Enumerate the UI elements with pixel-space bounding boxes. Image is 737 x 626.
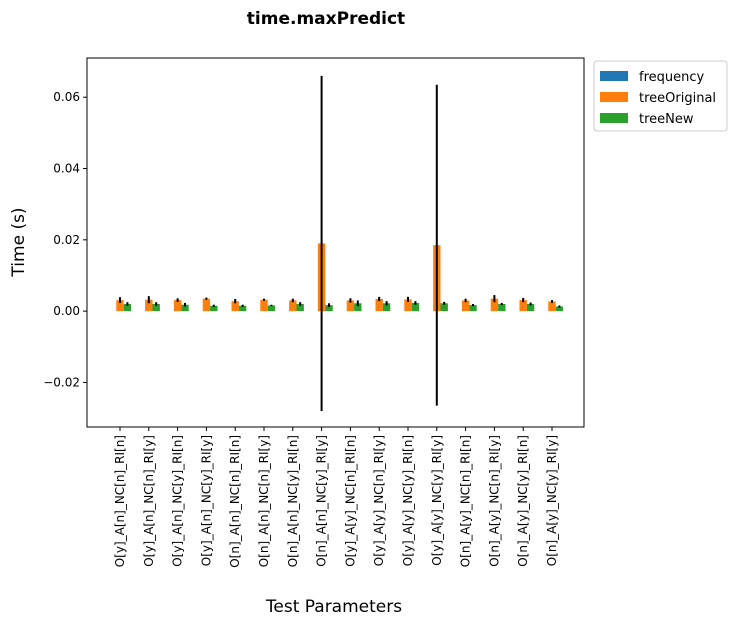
y-tick-label: −0.02 xyxy=(43,375,80,389)
bar-treeNew xyxy=(267,305,276,312)
bar-treeOriginal xyxy=(375,299,383,312)
bar-treeOriginal xyxy=(490,298,499,312)
x-tick-label: O[n]_A[y]_NC[y]_RI[y] xyxy=(545,435,559,566)
legend-label-treeNew: treeNew xyxy=(639,112,694,127)
bar-treeNew xyxy=(354,303,362,312)
x-tick-label: O[n]_A[n]_NC[n]_RI[n] xyxy=(228,435,242,568)
bar-treeNew xyxy=(296,304,304,312)
bar-treeOriginal xyxy=(289,300,297,312)
bar-treeOriginal xyxy=(202,298,211,312)
x-tick-label: O[y]_A[y]_NC[y]_RI[n] xyxy=(401,435,415,566)
legend-swatch-treeNew xyxy=(600,113,628,123)
y-tick-label: 0.06 xyxy=(53,90,80,104)
bar-treeNew xyxy=(152,304,160,312)
x-tick-label: O[n]_A[y]_NC[y]_RI[n] xyxy=(516,435,530,567)
x-tick-label: O[y]_A[n]_NC[y]_RI[n] xyxy=(171,435,185,567)
bar-treeNew xyxy=(382,303,391,312)
legend-swatch-treeOriginal xyxy=(600,92,628,102)
bar-treeNew xyxy=(123,304,132,312)
x-tick-label: O[n]_A[n]_NC[y]_RI[n] xyxy=(286,435,300,567)
bar-treeOriginal xyxy=(145,299,153,312)
y-axis-label: Time (s) xyxy=(9,207,29,277)
bar-treeOriginal xyxy=(519,300,527,312)
bar-treeOriginal xyxy=(346,300,355,312)
x-tick-label: O[y]_A[n]_NC[n]_RI[n] xyxy=(113,435,127,567)
bar-treeOriginal xyxy=(116,300,124,312)
x-tick-label: O[n]_A[n]_NC[y]_RI[y] xyxy=(315,435,329,567)
x-tick-label: O[y]_A[n]_NC[y]_RI[y] xyxy=(199,435,213,566)
bar-treeNew xyxy=(210,305,218,312)
bar-treeNew xyxy=(181,304,189,312)
plot-area: −0.02 0.00 0.02 0.04 0.06 O[y]_A[n]_NC[n]_RI[… xyxy=(43,57,585,568)
legend-label-treeOriginal: treeOriginal xyxy=(639,91,716,106)
bar-treeOriginal xyxy=(404,299,412,312)
bar-treeNew xyxy=(411,302,420,312)
bar-treeNew xyxy=(440,303,448,312)
bar-treeNew xyxy=(555,306,564,312)
y-tick-label: 0.00 xyxy=(53,304,80,318)
y-tick-label: 0.02 xyxy=(53,233,80,247)
bar-treeNew xyxy=(325,305,333,312)
x-tick-label: O[y]_A[y]_NC[n]_RI[y] xyxy=(372,435,386,566)
x-tick-label: O[n]_A[y]_NC[n]_RI[y] xyxy=(487,435,501,567)
bar-treeNew xyxy=(238,305,247,312)
x-tick-label: O[y]_A[n]_NC[n]_RI[y] xyxy=(142,435,156,567)
series-treeOriginal xyxy=(116,75,556,411)
x-tick-label: O[n]_A[n]_NC[n]_RI[y] xyxy=(257,435,271,567)
bar-treeOriginal xyxy=(260,299,268,312)
bar-treeNew xyxy=(526,304,535,312)
bar-treeNew xyxy=(469,305,477,312)
plot-frame xyxy=(86,57,585,428)
chart-title: time.maxPredict xyxy=(247,9,405,29)
legend-label-frequency: frequency xyxy=(639,70,705,85)
x-tick-label: O[y]_A[y]_NC[n]_RI[n] xyxy=(343,435,357,567)
bar-treeOriginal xyxy=(173,300,182,312)
y-tick-label: 0.04 xyxy=(53,162,80,176)
x-axis-label: Test Parameters xyxy=(265,597,402,617)
x-tick-label: O[n]_A[y]_NC[n]_RI[n] xyxy=(459,435,473,567)
series-treeNew xyxy=(123,300,564,312)
x-tick-label: O[y]_A[y]_NC[y]_RI[y] xyxy=(430,435,444,566)
bar-treeNew xyxy=(498,304,506,312)
bar-treeOriginal xyxy=(461,300,470,312)
bar-treeOriginal xyxy=(231,301,239,312)
legend-swatch-frequency xyxy=(600,71,628,81)
bar-treeOriginal xyxy=(548,301,556,312)
legend: frequency treeOriginal treeNew xyxy=(593,60,728,132)
